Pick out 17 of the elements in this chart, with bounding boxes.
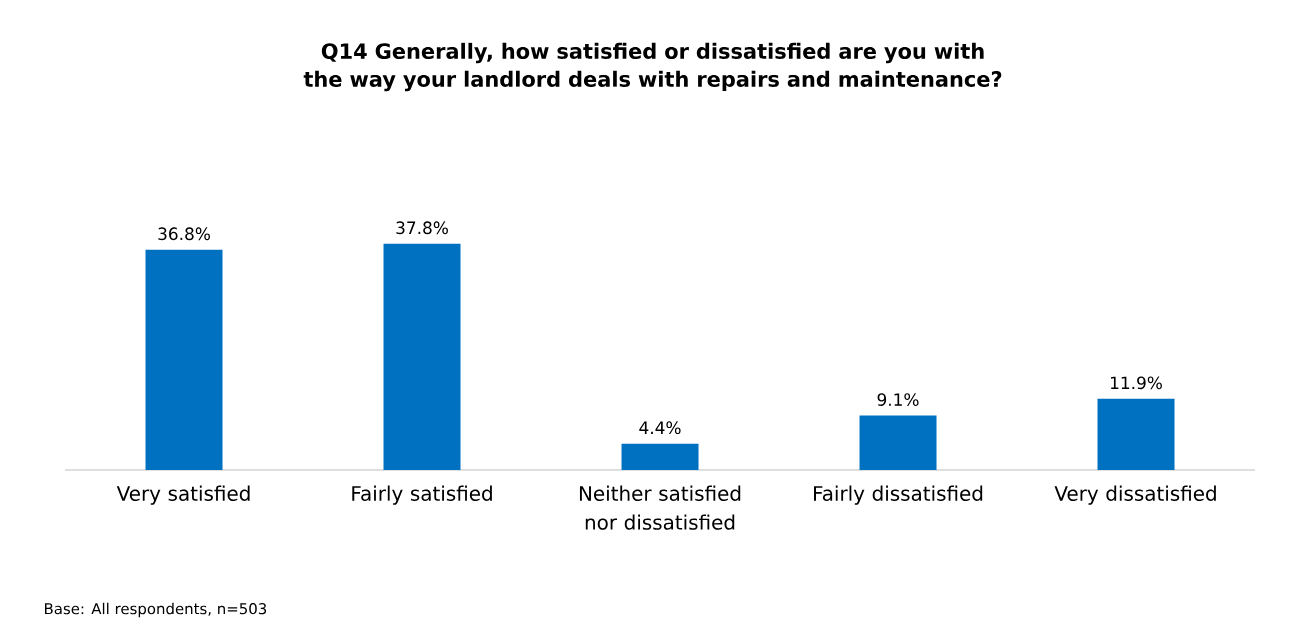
bar — [145, 249, 223, 470]
data-label: 37.8% — [396, 221, 448, 235]
chart-title: Q14 Generally, how satisfied or dissatisfied are you with the way your landlord deals with repairs and maintenance? — [303, 42, 1002, 92]
text: Base: All respondents, n=503 — [45, 602, 267, 618]
x-tick-label: Fairly satisfied — [352, 485, 492, 505]
x-tick-label: Very satisfied — [116, 485, 250, 505]
x-tick-label: Fairly dissatisfied — [814, 485, 983, 505]
data-label: 11.9% — [1110, 376, 1162, 390]
x-tick-label: Neither satisfied nor dissatisfied — [579, 485, 741, 530]
bar — [383, 243, 461, 470]
bar — [621, 443, 699, 470]
data-label: 36.8% — [158, 227, 210, 241]
bar — [859, 415, 937, 470]
bar — [1097, 398, 1175, 470]
x-tick-label: Very dissatisfied — [1054, 485, 1216, 505]
data-label: 9.1% — [877, 393, 919, 406]
data-label: 4.4% — [639, 421, 681, 435]
